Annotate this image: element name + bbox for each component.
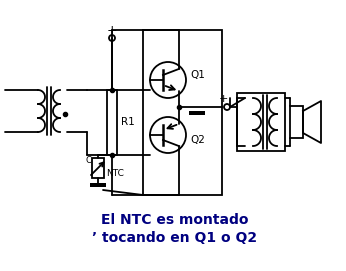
Bar — [143, 30, 222, 195]
Text: Q2: Q2 — [190, 135, 205, 145]
Text: Q1: Q1 — [190, 70, 205, 80]
Text: C: C — [85, 156, 91, 165]
Bar — [189, 111, 205, 115]
Text: El NTC es montado: El NTC es montado — [101, 213, 249, 227]
Text: ’ tocando en Q1 o Q2: ’ tocando en Q1 o Q2 — [92, 231, 257, 245]
Bar — [90, 183, 106, 187]
Bar — [290, 106, 303, 138]
Text: +: + — [107, 24, 117, 37]
Bar — [237, 93, 285, 151]
Bar — [107, 90, 117, 155]
Text: R1: R1 — [121, 117, 135, 127]
Bar — [92, 158, 104, 178]
Text: +: + — [218, 94, 228, 104]
Text: NTC: NTC — [106, 169, 124, 178]
